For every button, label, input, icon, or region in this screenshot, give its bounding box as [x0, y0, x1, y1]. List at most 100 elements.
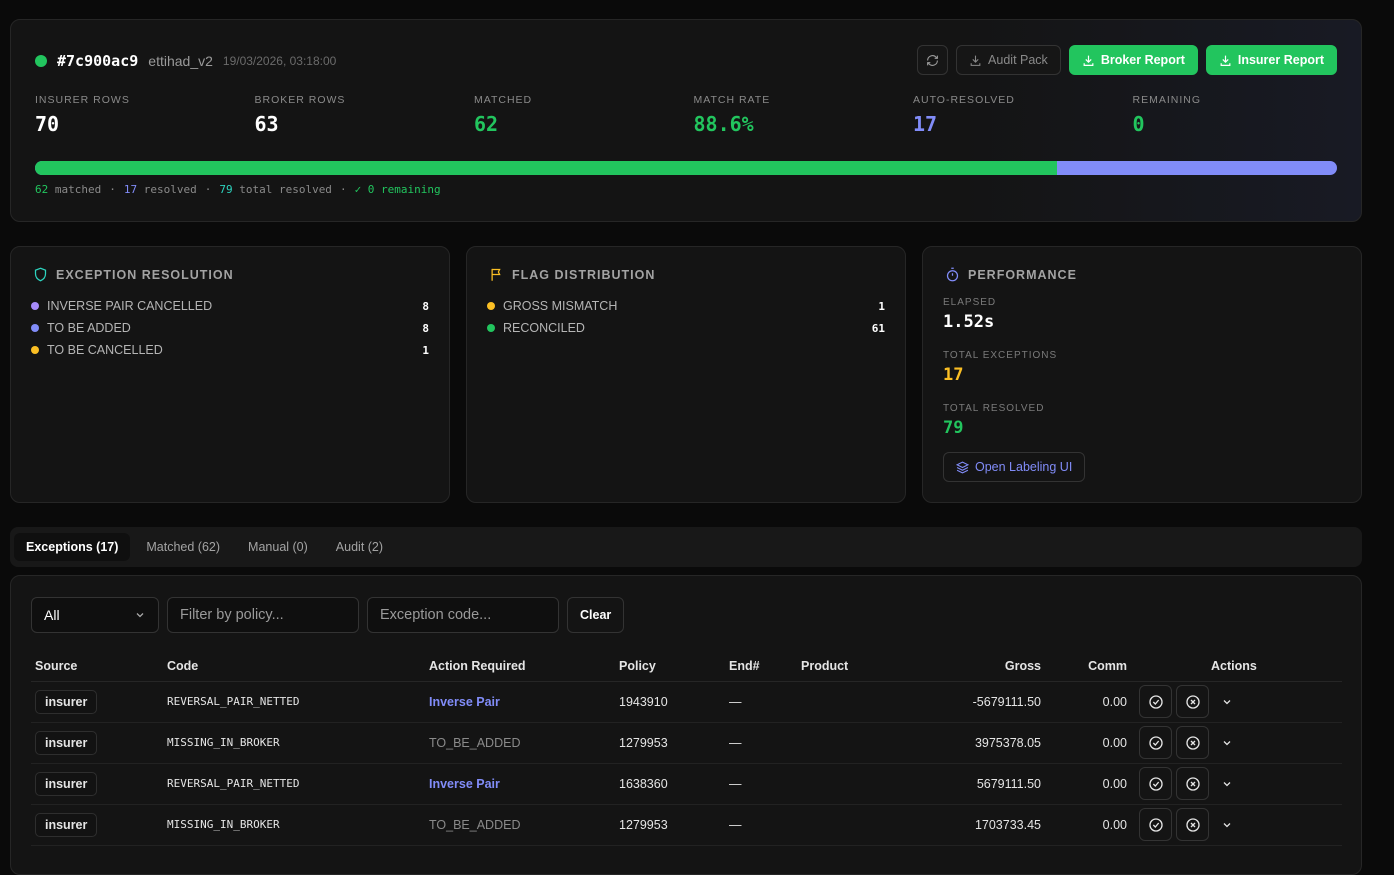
x-circle-icon [1185, 694, 1200, 709]
layers-icon [956, 460, 969, 474]
table-body: insurer REVERSAL_PAIR_NETTED Inverse Pai… [31, 681, 1342, 846]
cell-comm: 0.00 [1045, 763, 1131, 805]
performance-card: PERFORMANCE ELAPSED 1.52s TOTAL EXCEPTIO… [922, 246, 1362, 503]
cell-comm: 0.00 [1045, 722, 1131, 764]
flag-distribution-title: FLAG DISTRIBUTION [489, 267, 655, 282]
source-badge: insurer [35, 771, 98, 796]
cell-action: Inverse Pair [425, 681, 615, 723]
col-source[interactable]: Source [31, 652, 163, 682]
clear-filters-button[interactable]: Clear [567, 597, 625, 633]
col-policy[interactable]: Policy [615, 652, 725, 682]
stat-label: AUTO-RESOLVED [913, 94, 1015, 106]
flag-distribution-card: FLAG DISTRIBUTION GROSS MISMATCH 1 RECONC… [466, 246, 906, 503]
stats-row: INSURER ROWS 70 BROKER ROWS 63 MATCHED 6… [35, 94, 1352, 136]
reject-button[interactable] [1176, 685, 1209, 718]
run-config: ettihad_v2 [148, 53, 213, 69]
check-circle-icon [1148, 694, 1163, 709]
bullet-dot [31, 324, 39, 332]
cell-source: insurer [31, 763, 163, 805]
col-comm[interactable]: Comm [1045, 652, 1131, 682]
reject-button[interactable] [1176, 767, 1209, 800]
flag-distribution-list: GROSS MISMATCH 1 RECONCILED 61 [487, 295, 885, 339]
refresh-icon [927, 54, 938, 66]
expand-row-button[interactable] [1213, 696, 1241, 708]
exceptions-table-card: All Clear Source Code Action Required Po… [10, 575, 1362, 875]
stat-label: REMAINING [1132, 94, 1202, 106]
run-identity: #7c900ac9 ettihad_v2 19/03/2026, 03:18:0… [35, 52, 336, 70]
download-icon [1220, 55, 1231, 66]
stopwatch-icon [946, 267, 959, 282]
cell-actions [1131, 681, 1342, 723]
col-gross[interactable]: Gross [907, 652, 1045, 682]
item-label: TO BE ADDED [47, 321, 131, 335]
chevron-down-icon [1223, 781, 1231, 786]
approve-button[interactable] [1139, 685, 1172, 718]
stat-label: INSURER ROWS [35, 94, 130, 106]
tab-audit[interactable]: Audit (2) [335, 540, 384, 554]
cell-code: MISSING_IN_BROKER [163, 804, 425, 846]
stat-label: MATCH RATE [693, 94, 771, 106]
approve-button[interactable] [1139, 726, 1172, 759]
exceptions-table: Source Code Action Required Policy End# … [31, 652, 1342, 846]
header-actions: Audit Pack Broker Report Insurer Report [917, 45, 1337, 75]
broker-report-label: Broker Report [1100, 53, 1185, 67]
expand-row-button[interactable] [1213, 778, 1241, 790]
open-labeling-ui-button[interactable]: Open Labeling UI [943, 452, 1086, 482]
cell-comm: 0.00 [1045, 804, 1131, 846]
cell-action: TO_BE_ADDED [425, 722, 615, 764]
col-action[interactable]: Action Required [425, 652, 615, 682]
stat-remaining: REMAINING 0 [1133, 94, 1353, 136]
source-filter-select[interactable]: All [31, 597, 159, 633]
chevron-down-icon [1223, 822, 1231, 827]
tab-exceptions[interactable]: Exceptions (17) [14, 533, 131, 561]
bullet-dot [31, 302, 39, 310]
expand-row-button[interactable] [1213, 819, 1241, 831]
col-endorsement[interactable]: End# [725, 652, 797, 682]
legend-resolved-count: 17 [123, 183, 138, 196]
cell-gross: 3975378.05 [907, 722, 1045, 764]
action-required: TO_BE_ADDED [429, 817, 521, 832]
legend-matched-count: 62 [35, 183, 49, 196]
approve-button[interactable] [1139, 808, 1172, 841]
col-code[interactable]: Code [163, 652, 425, 682]
col-product[interactable]: Product [797, 652, 907, 682]
source-badge: insurer [35, 812, 98, 837]
total-exceptions-value: 17 [943, 365, 964, 385]
cell-code: REVERSAL_PAIR_NETTED [163, 681, 425, 723]
progress-legend: 62 matched · 17 resolved · 79 total reso… [35, 183, 441, 196]
resolution-progress-bar [35, 161, 1337, 175]
expand-row-button[interactable] [1213, 737, 1241, 749]
total-exceptions-label: TOTAL EXCEPTIONS [943, 350, 1058, 361]
stat-value: 0 [1132, 112, 1145, 136]
cell-gross: 5679111.50 [907, 763, 1045, 805]
exception-resolution-title: EXCEPTION RESOLUTION [33, 267, 234, 282]
item-count: 8 [422, 321, 429, 335]
reject-button[interactable] [1176, 726, 1209, 759]
insurer-report-button[interactable]: Insurer Report [1205, 45, 1337, 75]
elapsed-value: 1.52s [943, 312, 995, 332]
cell-product [797, 804, 907, 846]
policy-filter-input[interactable] [167, 597, 359, 633]
exception-code-input[interactable] [367, 597, 559, 633]
broker-report-button[interactable]: Broker Report [1068, 45, 1198, 75]
open-labeling-ui-label: Open Labeling UI [975, 460, 1073, 474]
table-row[interactable]: insurer MISSING_IN_BROKER TO_BE_ADDED 12… [31, 722, 1342, 764]
stat-label: BROKER ROWS [254, 94, 346, 106]
reject-button[interactable] [1176, 808, 1209, 841]
stat-value: 17 [913, 112, 938, 136]
table-row[interactable]: insurer MISSING_IN_BROKER TO_BE_ADDED 12… [31, 804, 1342, 846]
table-row[interactable]: insurer REVERSAL_PAIR_NETTED Inverse Pai… [31, 763, 1342, 805]
cell-code: REVERSAL_PAIR_NETTED [163, 763, 425, 805]
stat-matched: MATCHED 62 [474, 94, 694, 136]
table-row[interactable]: insurer REVERSAL_PAIR_NETTED Inverse Pai… [31, 681, 1342, 723]
tab-manual[interactable]: Manual (0) [248, 540, 308, 554]
download-icon [970, 55, 981, 66]
approve-button[interactable] [1139, 767, 1172, 800]
shield-icon [34, 267, 47, 282]
refresh-button[interactable] [917, 45, 949, 75]
cell-policy: 1279953 [615, 804, 725, 846]
tab-matched[interactable]: Matched (62) [146, 540, 221, 554]
stat-auto-resolved: AUTO-RESOLVED 17 [913, 94, 1133, 136]
check-circle-icon [1148, 817, 1163, 832]
audit-pack-button[interactable]: Audit Pack [956, 45, 1061, 75]
